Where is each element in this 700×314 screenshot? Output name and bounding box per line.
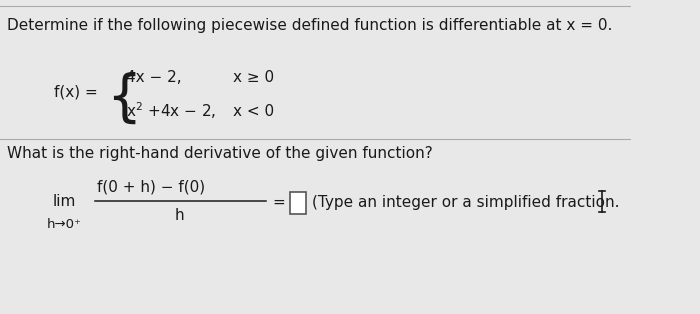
Text: x ≥ 0: x ≥ 0 [232,69,274,84]
Text: (Type an integer or a simplified fraction.: (Type an integer or a simplified fractio… [312,194,620,209]
Text: Determine if the following piecewise defined function is differentiable at x = 0: Determine if the following piecewise def… [7,18,612,33]
Text: f(x) =: f(x) = [54,84,98,100]
Text: h→0⁺: h→0⁺ [47,218,82,230]
Text: x < 0: x < 0 [232,104,274,118]
Text: {: { [106,72,141,126]
Text: =: = [272,194,285,209]
Text: $\mathregular{x^2}$ +4x − 2,: $\mathregular{x^2}$ +4x − 2, [126,101,216,121]
Text: lim: lim [52,193,76,208]
FancyBboxPatch shape [290,192,307,214]
Text: h: h [175,208,185,224]
Text: 4x − 2,: 4x − 2, [126,69,182,84]
Text: f(0 + h) − f(0): f(0 + h) − f(0) [97,180,206,194]
Text: What is the right-hand derivative of the given function?: What is the right-hand derivative of the… [7,146,433,161]
